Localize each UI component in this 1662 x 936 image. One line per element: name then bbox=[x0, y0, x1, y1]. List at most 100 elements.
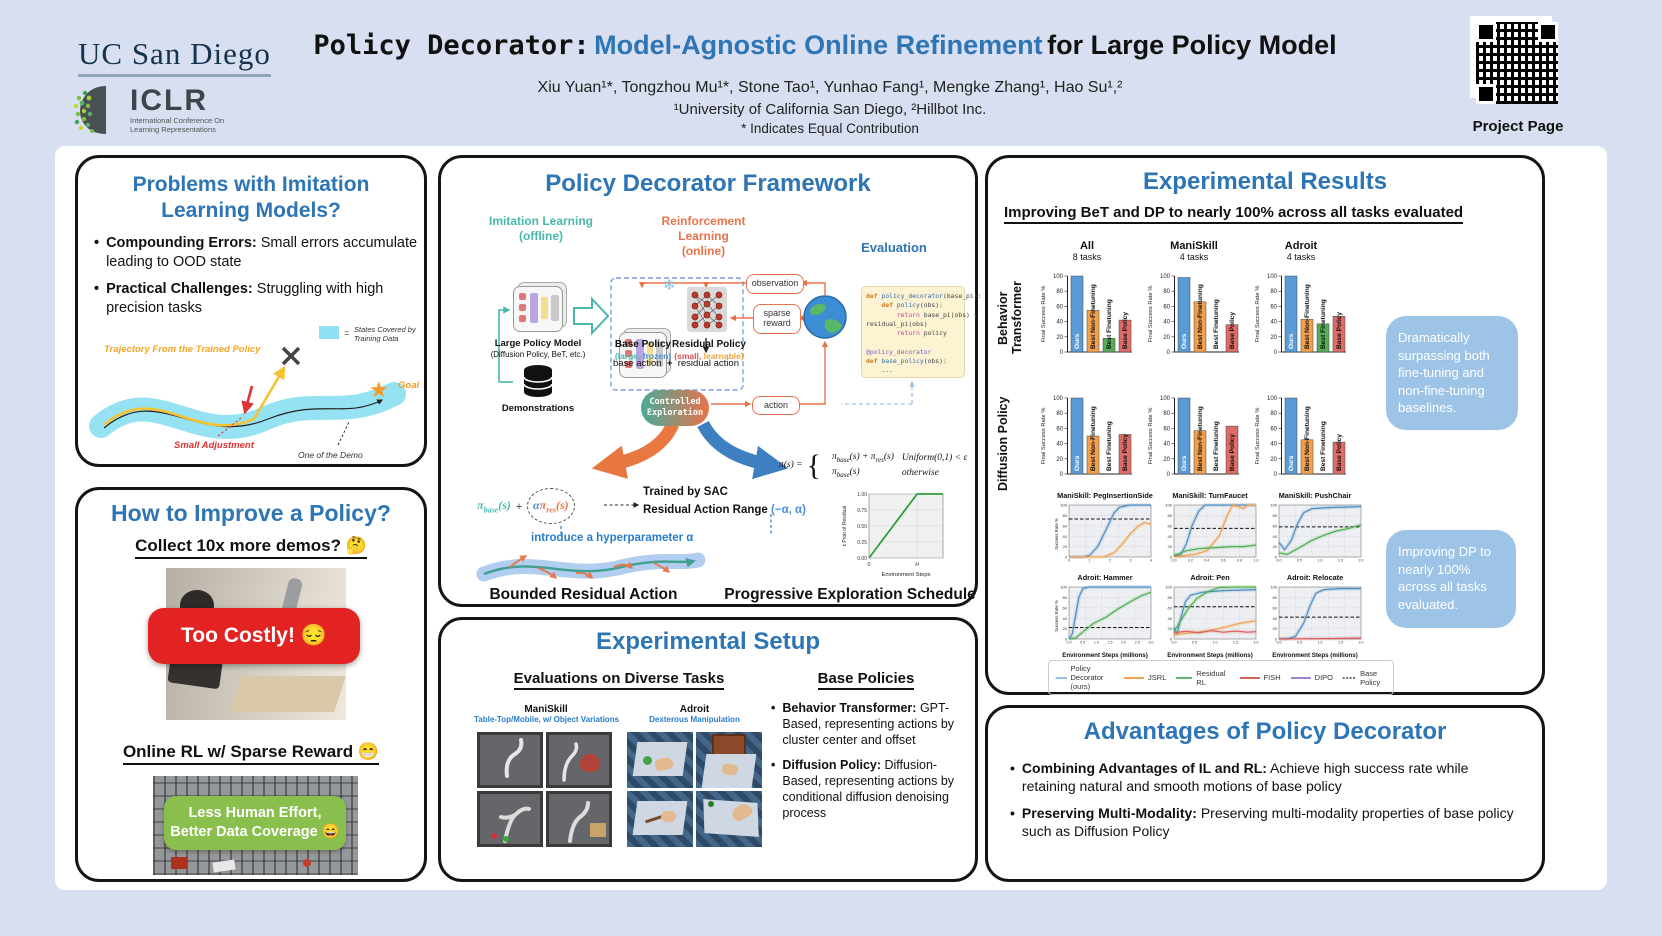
maniskill-images bbox=[477, 732, 612, 847]
svg-text:Base Policy: Base Policy bbox=[1336, 434, 1343, 471]
svg-text:0.50: 0.50 bbox=[857, 524, 867, 530]
maniskill-sublabel: Table-Top/Mobile, w/ Object Variations bbox=[473, 715, 620, 724]
svg-text:60: 60 bbox=[1056, 304, 1063, 310]
line-chart-1: ManiSkill: TurnFaucet 0 20 40 60 80 100 0.0 0.2 0… bbox=[1165, 491, 1259, 563]
svg-text:4: 4 bbox=[1150, 558, 1152, 562]
svg-text:100: 100 bbox=[1270, 584, 1277, 589]
bar-chart-1-2: 0 20 40 60 80 100 Final Success Rate % Ours Best… bbox=[1252, 386, 1350, 487]
svg-text:H: H bbox=[915, 562, 919, 568]
svg-text:Base Policy: Base Policy bbox=[1229, 434, 1236, 471]
controlled-exploration-badge: Controlled Exploration bbox=[641, 390, 709, 426]
svg-text:1: 1 bbox=[1089, 558, 1091, 562]
svg-text:Best Non-Finetuning: Best Non-Finetuning bbox=[1090, 284, 1097, 349]
sparse-reward-box: sparse reward bbox=[753, 304, 801, 334]
bounded-formula: πbase(s) + απres(s) bbox=[477, 488, 575, 525]
advantages-panel: Advantages of Policy Decorator • Combinin… bbox=[985, 705, 1545, 882]
svg-text:Best Non-Finetuning: Best Non-Finetuning bbox=[1304, 284, 1311, 349]
svg-text:100: 100 bbox=[1267, 396, 1278, 402]
hyperparameter-note: introduce a hyperparameter α bbox=[531, 532, 694, 544]
progressive-caption: Progressive Exploration Schedule bbox=[724, 586, 976, 603]
svg-text:0.0: 0.0 bbox=[1277, 558, 1282, 562]
exploration-schedule-plot: 0.00 0.25 0.50 0.75 1.00 0 H Environment Steps ε… bbox=[839, 484, 949, 585]
action-sum-label: base action + residual action bbox=[613, 358, 739, 369]
svg-text:100: 100 bbox=[1053, 274, 1064, 280]
svg-text:20: 20 bbox=[1063, 626, 1068, 631]
svg-text:60: 60 bbox=[1270, 304, 1277, 310]
project-page-label: Project Page bbox=[1472, 118, 1564, 135]
residual-policy-icon bbox=[687, 287, 727, 332]
problems-title: Problems with Imitation Learning Models? bbox=[132, 173, 370, 223]
list-item: • Compounding Errors: Small errors accumu… bbox=[94, 235, 418, 270]
svg-text:Best Non-Finetuning: Best Non-Finetuning bbox=[1304, 406, 1311, 471]
training-curves-grid: ManiSkill: PegInsertionSide 0 20 40 60 80 100 S… bbox=[1054, 491, 1367, 659]
table bbox=[230, 676, 346, 712]
svg-text:80: 80 bbox=[1168, 595, 1173, 600]
svg-text:100: 100 bbox=[1165, 502, 1172, 507]
bar-chart-0-1: ManiSkill 4 tasks 0 20 40 60 80 100 Final Succes… bbox=[1148, 240, 1239, 356]
svg-text:1.0: 1.0 bbox=[1318, 640, 1323, 644]
maniskill-image-2 bbox=[546, 732, 612, 788]
svg-text:2.0: 2.0 bbox=[1359, 640, 1364, 644]
svg-text:Final Success Rate %: Final Success Rate % bbox=[1255, 286, 1261, 343]
too-costly-badge: Too Costly! 😔 bbox=[148, 608, 360, 664]
snowflake-icon: ❄ bbox=[663, 277, 676, 294]
svg-text:Success Rate %: Success Rate % bbox=[1054, 600, 1059, 632]
svg-text:Final Success Rate %: Final Success Rate % bbox=[1041, 408, 1047, 465]
ucsd-logo: UC San Diego bbox=[78, 36, 271, 77]
svg-text:1.00: 1.00 bbox=[857, 492, 867, 498]
policy-decorator-code: def policy_decorator(base_pi): def polic… bbox=[861, 286, 981, 378]
bounded-caption: Bounded Residual Action bbox=[489, 586, 678, 603]
svg-text:0.0: 0.0 bbox=[1172, 558, 1177, 562]
list-item: • Diffusion Policy: Diffusion-Based, repr… bbox=[771, 758, 955, 820]
svg-text:Environment Steps: Environment Steps bbox=[882, 572, 931, 578]
base-policy-sub: (large, frozen) bbox=[614, 351, 672, 361]
svg-text:Ours: Ours bbox=[1181, 455, 1188, 471]
svg-text:60: 60 bbox=[1273, 523, 1278, 528]
svg-text:0: 0 bbox=[1060, 472, 1064, 478]
line-chart-2: ManiSkill: PushChair 0 20 40 60 80 100 0.0 0.5 1.… bbox=[1270, 491, 1364, 563]
svg-text:100: 100 bbox=[1053, 396, 1064, 402]
svg-text:80: 80 bbox=[1063, 513, 1068, 518]
svg-text:1.0: 1.0 bbox=[1213, 640, 1218, 644]
svg-text:Best Finetuning: Best Finetuning bbox=[1320, 421, 1327, 471]
svg-text:Final Success Rate %: Final Success Rate % bbox=[1148, 286, 1154, 343]
svg-text:0.4: 0.4 bbox=[1204, 558, 1209, 562]
svg-text:1.5: 1.5 bbox=[1233, 640, 1238, 644]
svg-text:80: 80 bbox=[1163, 289, 1170, 295]
ood-trajectory-diagram: ★ Goal Trajectory From the Trained Polic… bbox=[89, 325, 419, 460]
legend-item: Residual RL bbox=[1176, 668, 1226, 687]
svg-text:0.25: 0.25 bbox=[857, 540, 867, 546]
svg-text:0.5: 0.5 bbox=[1297, 640, 1302, 644]
svg-text:0.0: 0.0 bbox=[1277, 640, 1282, 644]
svg-text:0: 0 bbox=[1167, 350, 1171, 356]
iclr-logo-icon bbox=[73, 86, 106, 134]
setup-title: Experimental Setup bbox=[595, 628, 821, 655]
iclr-name: ICLR bbox=[130, 83, 208, 117]
demonstrations-icon bbox=[523, 365, 553, 397]
svg-text:1.5: 1.5 bbox=[1108, 640, 1113, 644]
svg-text:0: 0 bbox=[1068, 558, 1070, 562]
base-policy-label: Base Policy bbox=[614, 339, 672, 350]
curves-legend: Policy Decorator (ours) JSRL Residual RL FI… bbox=[1048, 660, 1394, 695]
goal-star-icon: ★ bbox=[369, 377, 389, 402]
maniskill-image-4 bbox=[546, 791, 612, 847]
svg-text:0: 0 bbox=[1170, 636, 1173, 641]
callout-dp: Improving DP to nearly 100% across all t… bbox=[1386, 530, 1516, 628]
svg-text:2.0: 2.0 bbox=[1359, 558, 1364, 562]
svg-text:60: 60 bbox=[1063, 605, 1068, 610]
svg-text:20: 20 bbox=[1063, 544, 1068, 549]
line-chart-4: Adroit: Pen 0 20 40 60 80 100 0.0 0.5 1.0 1.5 2.0 En… bbox=[1165, 572, 1259, 659]
demonstrations-label: Demonstrations bbox=[501, 403, 575, 414]
svg-text:0: 0 bbox=[868, 562, 871, 568]
collect-demos-heading: Collect 10x more demos? 🤔 bbox=[78, 536, 424, 559]
residual-range-label: Residual Action Range (−α, α) bbox=[643, 504, 806, 516]
svg-text:20: 20 bbox=[1270, 335, 1277, 341]
svg-text:0.0: 0.0 bbox=[1172, 640, 1177, 644]
svg-text:20: 20 bbox=[1163, 335, 1170, 341]
environment-globe-icon bbox=[803, 295, 847, 339]
svg-text:100: 100 bbox=[1270, 502, 1277, 507]
list-item: • Behavior Transformer: GPT-Based, repres… bbox=[771, 701, 955, 747]
advantages-bullets: • Combining Advantages of IL and RL: Achi… bbox=[1010, 760, 1526, 850]
adroit-image-3 bbox=[627, 791, 693, 847]
